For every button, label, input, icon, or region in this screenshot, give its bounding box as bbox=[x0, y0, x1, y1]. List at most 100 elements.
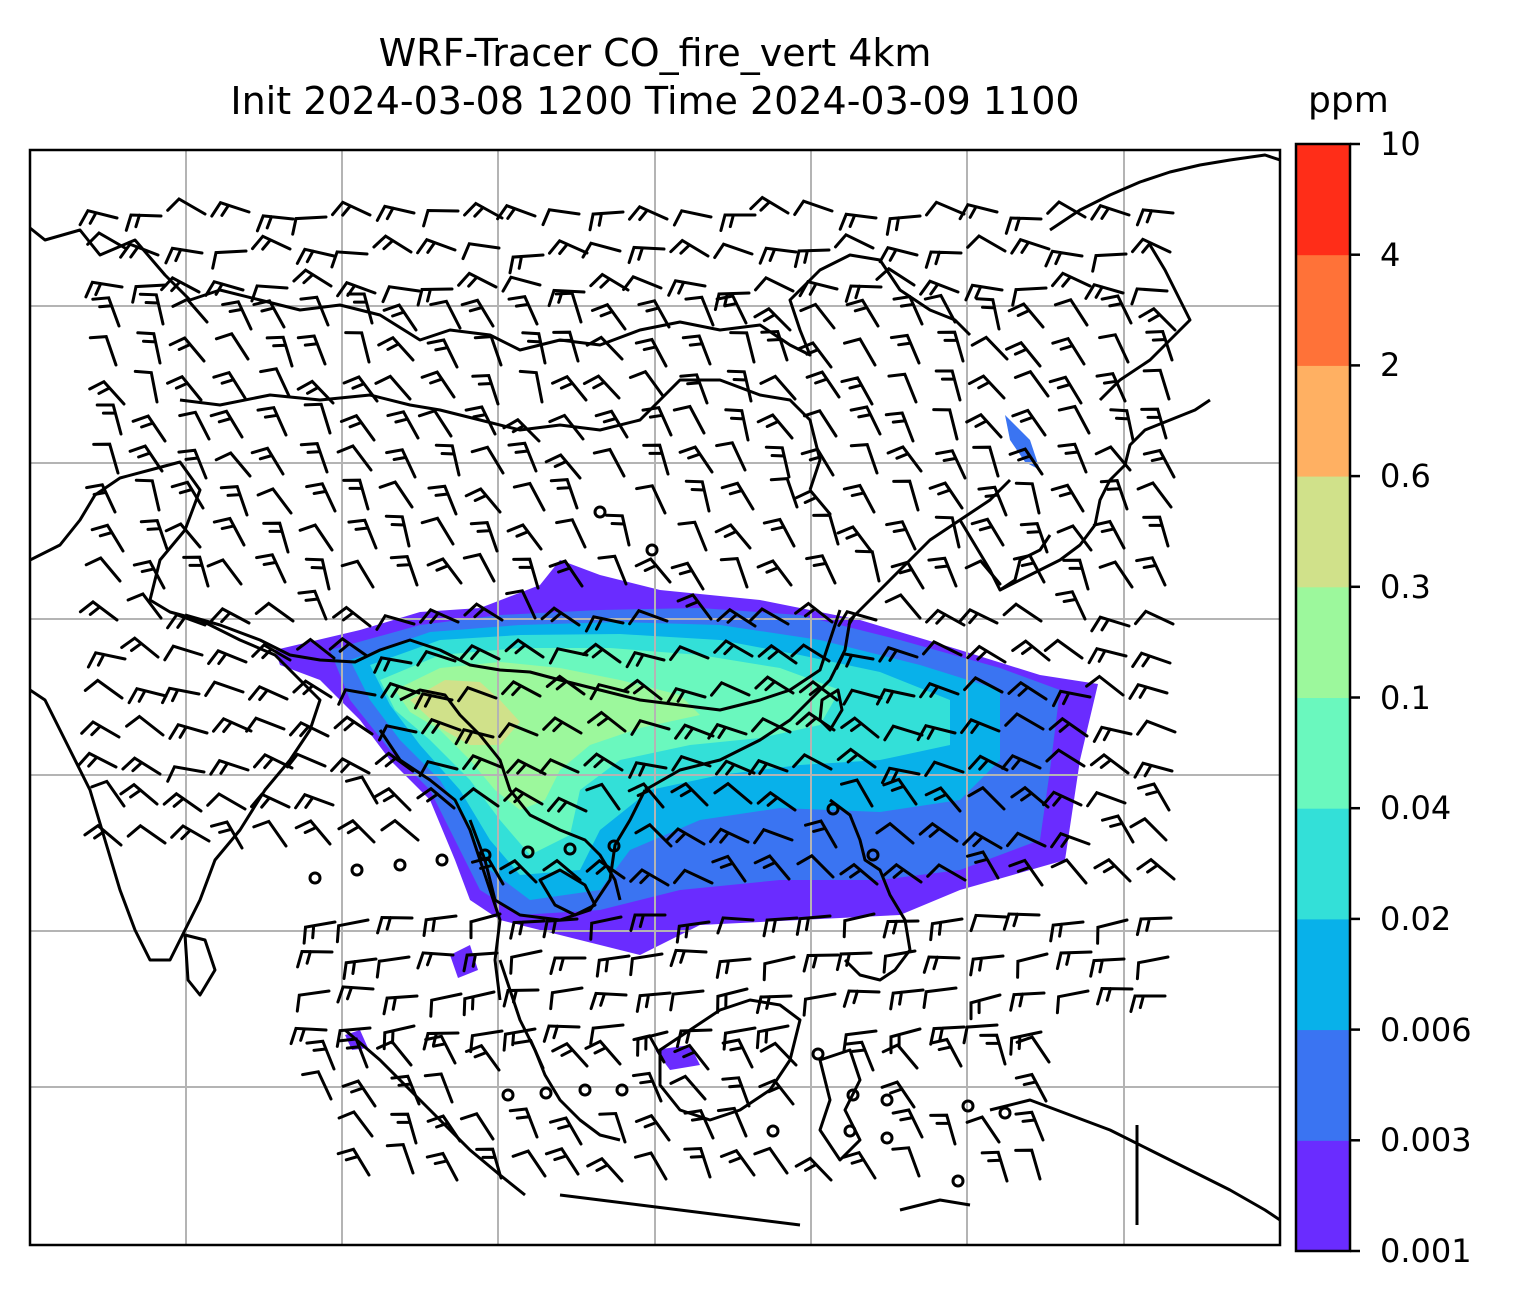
colorbar-segment bbox=[1296, 476, 1350, 588]
wind-barb bbox=[582, 374, 621, 400]
wind-barb bbox=[583, 752, 624, 772]
wind-barb bbox=[884, 593, 922, 620]
wind-barb bbox=[382, 303, 418, 332]
wind-barb bbox=[429, 992, 463, 1018]
wind-barb bbox=[471, 373, 500, 406]
wind-barb bbox=[462, 990, 496, 1017]
wind-barb bbox=[854, 549, 881, 583]
wind-barb bbox=[374, 751, 415, 773]
wind-barb bbox=[805, 554, 837, 585]
wind-barb bbox=[344, 331, 371, 364]
wind-barb bbox=[794, 489, 832, 516]
coastline-timor bbox=[899, 1198, 971, 1212]
wind-barb bbox=[804, 819, 838, 849]
wind-barb bbox=[715, 957, 752, 979]
wind-barb bbox=[1014, 1110, 1045, 1142]
wind-barb bbox=[340, 559, 375, 589]
wind-barb bbox=[966, 234, 1007, 253]
wind-barb bbox=[796, 853, 835, 879]
wind-barb bbox=[637, 299, 671, 329]
colorbar-tick-label: 0.1 bbox=[1380, 678, 1431, 717]
wind-barb bbox=[756, 559, 793, 587]
wind-barb bbox=[126, 823, 167, 845]
wind-barb bbox=[769, 477, 799, 509]
colorbar-segment bbox=[1296, 144, 1350, 256]
wind-barb bbox=[377, 335, 415, 362]
wind-barb bbox=[289, 1026, 328, 1046]
calm-wind-marker bbox=[811, 1047, 825, 1061]
wind-barb bbox=[548, 559, 584, 588]
colorbar-segment bbox=[1296, 586, 1350, 698]
wind-barb bbox=[296, 334, 327, 366]
wind-barb bbox=[673, 1043, 710, 1071]
wind-barb bbox=[886, 445, 923, 473]
wind-barb bbox=[585, 858, 626, 880]
wind-barb bbox=[729, 331, 756, 364]
wind-barb bbox=[840, 376, 874, 406]
wind-barb bbox=[460, 643, 501, 661]
wind-barb bbox=[119, 782, 159, 806]
wind-barb bbox=[890, 560, 925, 590]
wind-barb bbox=[1135, 556, 1167, 587]
wind-barb bbox=[635, 991, 672, 1013]
wind-barb bbox=[551, 1041, 589, 1068]
wind-barb bbox=[672, 404, 706, 435]
wind-barb bbox=[726, 369, 753, 403]
wind-barb bbox=[753, 854, 791, 881]
wind-barb bbox=[719, 213, 757, 232]
wind-barb bbox=[1004, 712, 1045, 731]
wind-barb bbox=[970, 517, 1005, 547]
wind-barb bbox=[1089, 957, 1126, 978]
wind-barb bbox=[469, 521, 499, 553]
wind-barb bbox=[424, 1034, 457, 1065]
wind-barb bbox=[675, 920, 711, 944]
wind-barb bbox=[1136, 481, 1173, 509]
wind-barb bbox=[475, 1147, 503, 1180]
wind-barb bbox=[422, 1031, 460, 1051]
wind-barb bbox=[381, 285, 421, 304]
wind-barb bbox=[84, 280, 124, 299]
wind-barb bbox=[507, 294, 539, 326]
wind-barb bbox=[753, 306, 792, 332]
border-myanmar bbox=[378, 729, 502, 1001]
wind-barb bbox=[969, 954, 1005, 977]
wind-barb bbox=[1136, 857, 1176, 881]
calm-wind-marker bbox=[539, 1086, 553, 1100]
colorbar-tick-label: 0.006 bbox=[1380, 1010, 1472, 1049]
wind-barb bbox=[977, 485, 1008, 517]
wind-barb bbox=[552, 330, 580, 363]
wind-barb bbox=[1057, 442, 1088, 474]
colorbar-tick-label: 0.3 bbox=[1380, 567, 1431, 606]
wind-barb bbox=[375, 204, 416, 222]
wind-barb bbox=[499, 858, 538, 884]
wind-barb bbox=[812, 513, 840, 546]
wind-barb bbox=[758, 1078, 795, 1106]
wind-barb bbox=[473, 335, 503, 367]
wind-barb bbox=[928, 481, 964, 510]
wind-barb bbox=[1051, 336, 1086, 366]
wind-barb bbox=[294, 819, 332, 846]
wind-barb bbox=[295, 989, 331, 1013]
wind-barb bbox=[672, 209, 713, 227]
wind-barb bbox=[1051, 271, 1092, 288]
border-china-south bbox=[184, 609, 842, 712]
coastline-new-guinea bbox=[989, 1098, 1280, 1222]
wind-barb bbox=[758, 246, 798, 265]
wind-barb bbox=[1011, 286, 1048, 307]
wind-barb bbox=[929, 1037, 963, 1068]
wind-barb bbox=[1135, 208, 1175, 227]
wind-barb bbox=[416, 237, 457, 255]
wind-barb bbox=[496, 203, 537, 221]
wind-barb bbox=[212, 370, 247, 400]
coastline-sulawesi bbox=[818, 1048, 862, 1162]
wind-barb bbox=[849, 405, 882, 436]
wind-barb bbox=[464, 487, 502, 514]
wind-barb bbox=[507, 441, 538, 473]
colorbar-tick-label: 0.02 bbox=[1380, 899, 1452, 938]
wind-barb bbox=[209, 409, 244, 439]
wind-barb bbox=[498, 721, 539, 738]
wind-barb bbox=[749, 195, 790, 215]
wind-barb bbox=[919, 681, 960, 699]
wind-barb bbox=[839, 862, 879, 886]
